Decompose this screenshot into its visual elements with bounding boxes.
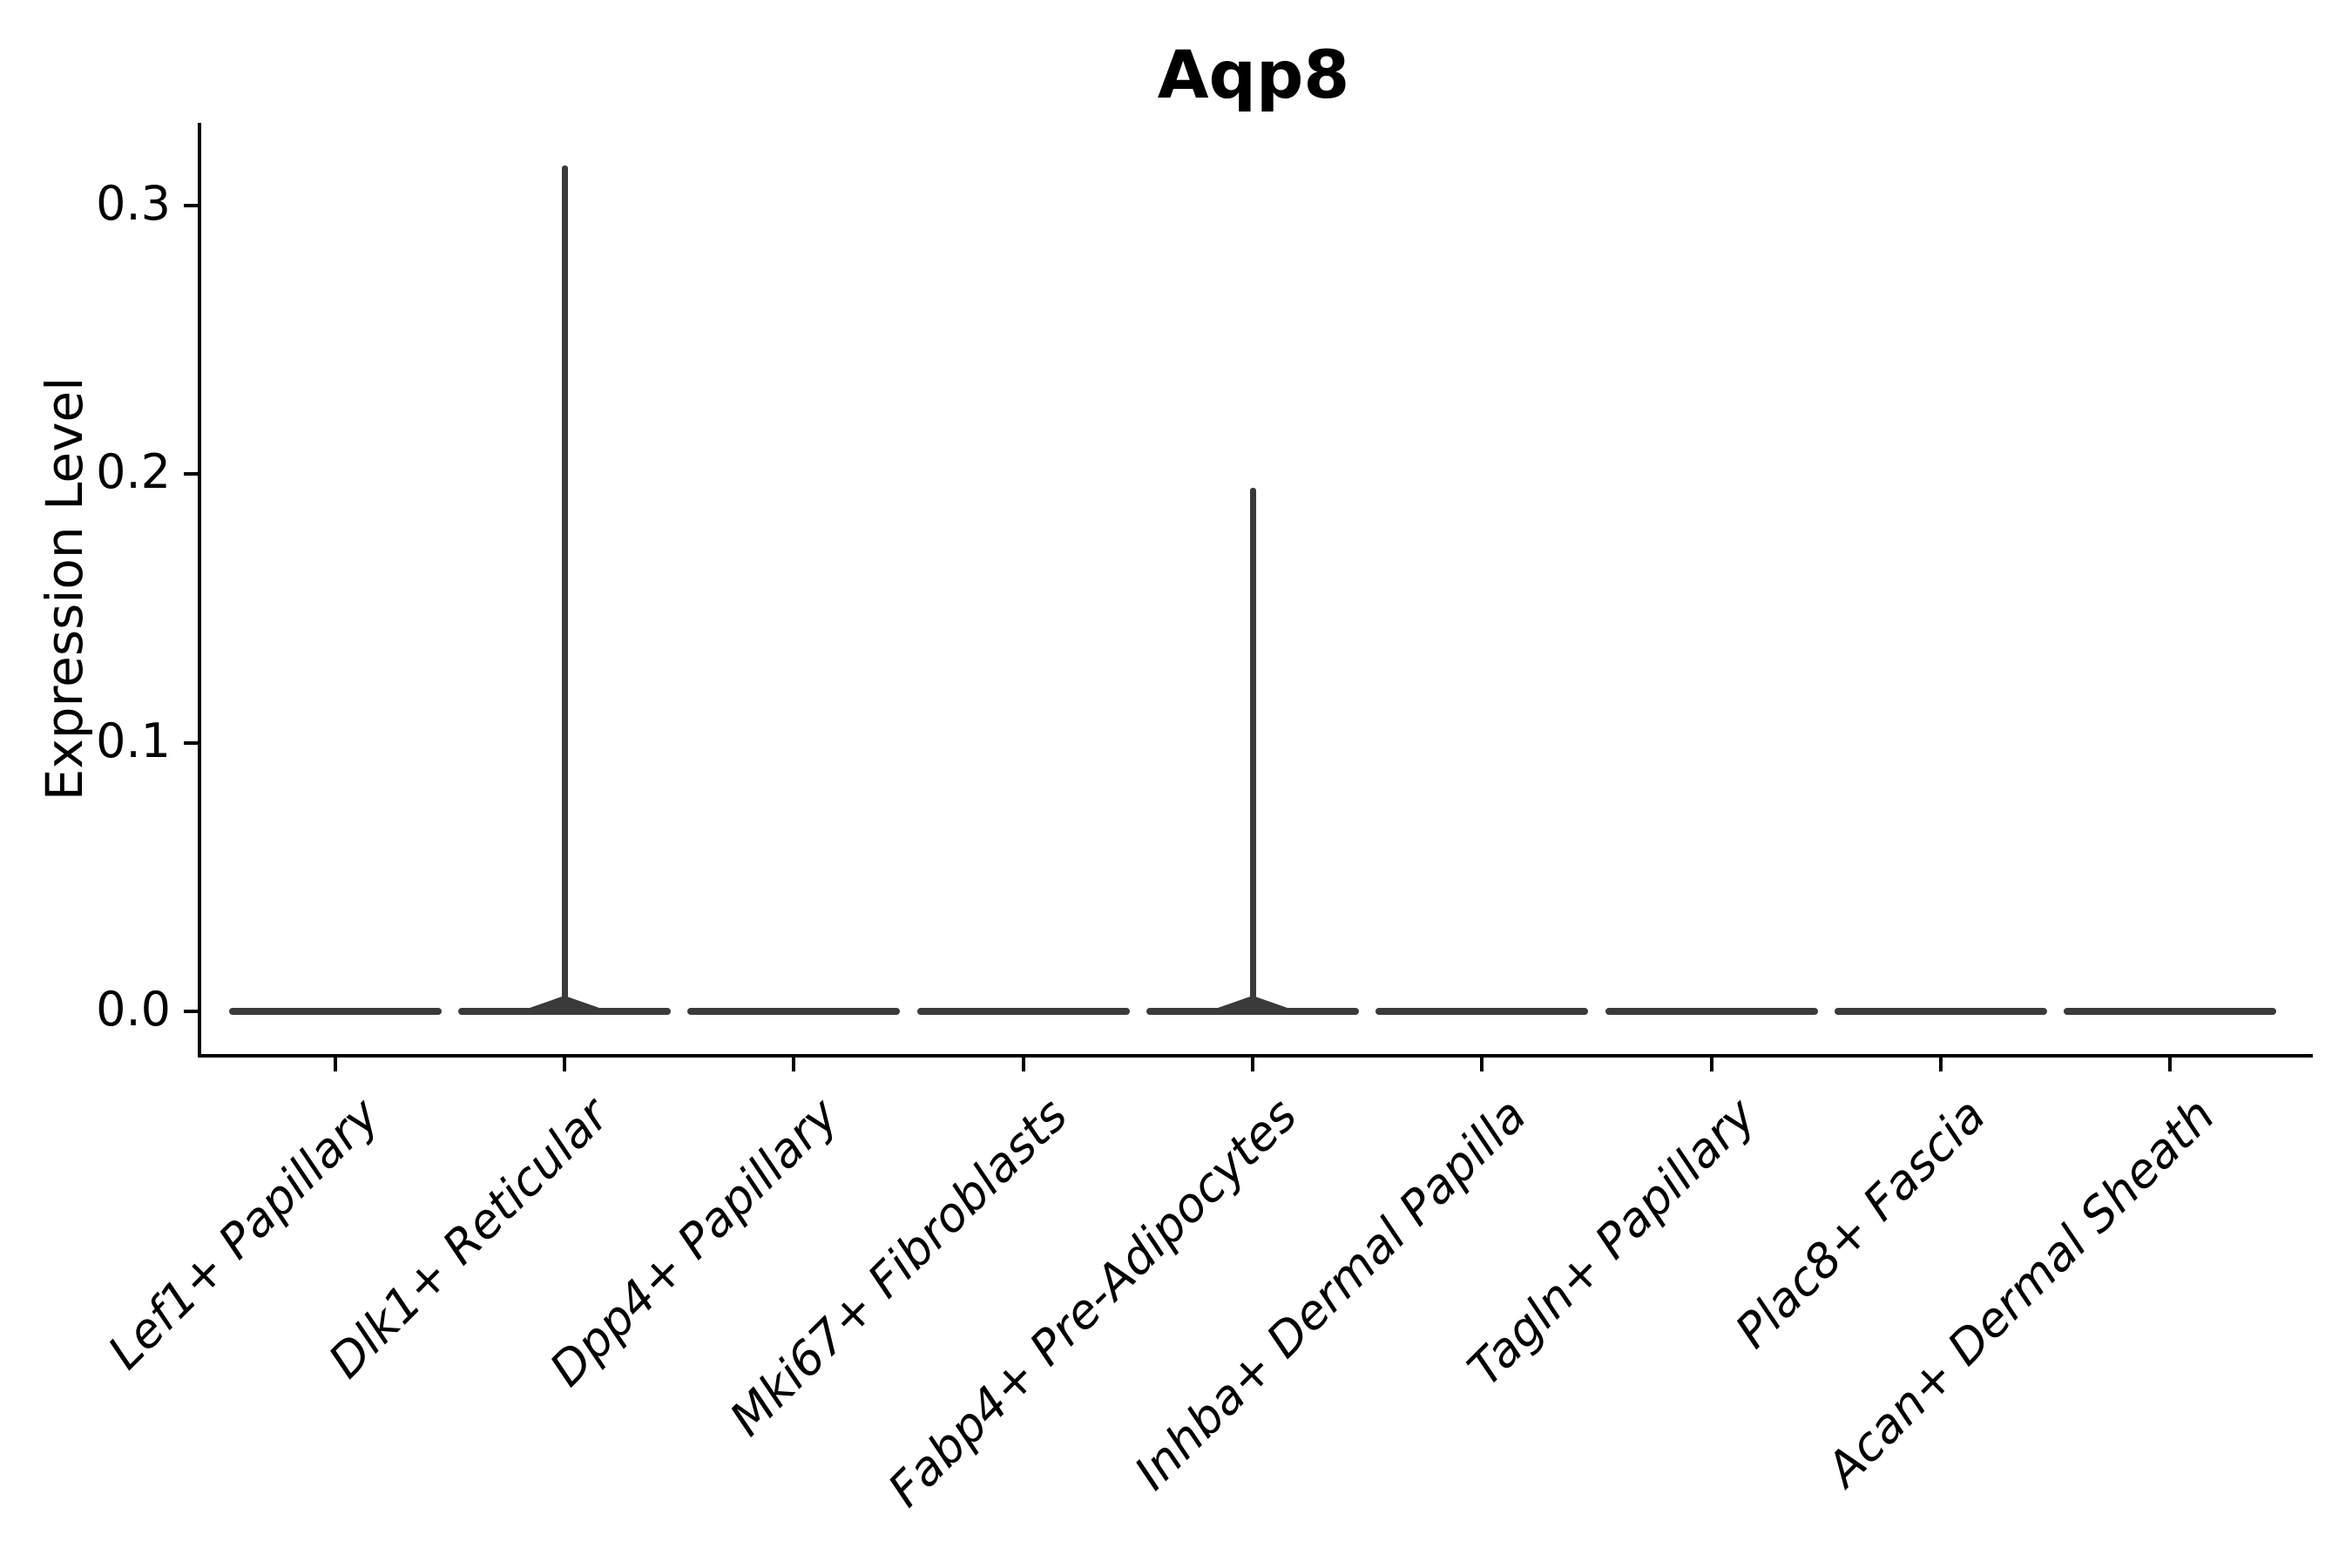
y-tick bbox=[184, 204, 198, 208]
y-tick bbox=[184, 1010, 198, 1013]
x-tick bbox=[1939, 1058, 1943, 1071]
y-axis-label-wrap: Expression Level bbox=[24, 123, 105, 1054]
violin-body bbox=[1605, 1008, 1818, 1015]
violin-base-flare bbox=[1218, 996, 1288, 1008]
violin-body bbox=[1375, 1008, 1589, 1015]
violin-body bbox=[1146, 1008, 1360, 1015]
violin-body bbox=[2064, 1008, 2277, 1015]
violin-base-flare bbox=[530, 996, 600, 1008]
violin-body bbox=[228, 1008, 442, 1015]
chart-title: Aqp8 bbox=[1157, 36, 1350, 113]
y-tick-label: 0.0 bbox=[96, 982, 171, 1037]
y-tick-label: 0.1 bbox=[96, 713, 171, 768]
x-tick bbox=[792, 1058, 796, 1071]
violin-spike bbox=[1249, 487, 1256, 1011]
x-tick bbox=[1021, 1058, 1025, 1071]
y-tick bbox=[184, 472, 198, 476]
x-tick-label: Inhba+ Dermal Papilla bbox=[1124, 1087, 1538, 1501]
plot-area bbox=[198, 123, 2313, 1058]
violin-body bbox=[916, 1008, 1130, 1015]
x-tick-label: Fabp4+ Pre-Adipocytes bbox=[877, 1087, 1308, 1517]
x-tick bbox=[1480, 1058, 1484, 1071]
violin-body bbox=[687, 1008, 901, 1015]
y-tick bbox=[184, 740, 198, 745]
x-tick-label: Plac8+ Fascia bbox=[1724, 1087, 1997, 1359]
x-tick bbox=[1251, 1058, 1255, 1071]
y-tick-label: 0.3 bbox=[96, 176, 171, 232]
violin-spike bbox=[561, 165, 568, 1011]
x-tick bbox=[333, 1058, 337, 1071]
violin-body bbox=[1835, 1008, 2047, 1015]
x-tick-label: Acan+ Dermal Sheath bbox=[1815, 1087, 2226, 1497]
x-tick bbox=[1709, 1058, 1713, 1071]
x-tick bbox=[563, 1058, 567, 1071]
x-tick bbox=[2168, 1058, 2173, 1071]
y-tick-label: 0.2 bbox=[96, 444, 171, 500]
violin-body bbox=[458, 1008, 672, 1015]
